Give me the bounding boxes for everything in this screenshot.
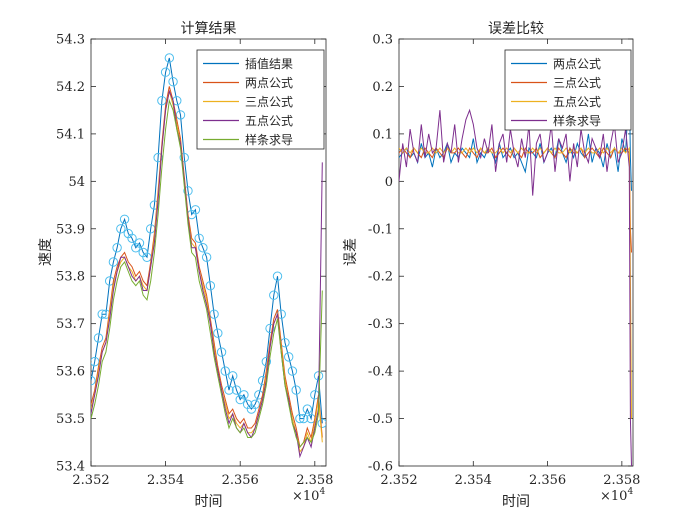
left-axes: 计算结果 时间 速度 ×104 2.352 2.354 2.356 2.358 53.4… (38, 21, 333, 510)
data-point-marker (298, 413, 309, 424)
y-tick-label: 53.6 (56, 365, 85, 380)
data-point-marker (228, 371, 238, 381)
data-point-marker (291, 385, 301, 395)
data-point-marker (108, 257, 119, 267)
right-chart-title: 误差比较 (488, 21, 544, 37)
left-series (91, 53, 326, 459)
x-tick-label: 2.352 (72, 473, 109, 488)
data-point-marker (213, 328, 223, 338)
y-tick-label: -0.1 (368, 222, 393, 237)
x-tick-label: 2.358 (603, 473, 640, 488)
legend-label: 样条求导 (553, 113, 601, 128)
y-tick-label: -0.4 (368, 365, 393, 380)
data-point-marker (179, 152, 189, 163)
legend-box (196, 49, 325, 150)
data-point-marker (160, 67, 171, 77)
data-point-marker (272, 271, 283, 281)
x-tick-label: 2.354 (455, 473, 492, 488)
y-tick-label: 53.4 (56, 460, 85, 475)
right-y-axis-label: 误差 (343, 238, 359, 266)
y-tick-label: -0.3 (368, 317, 393, 332)
data-point-marker (183, 186, 193, 196)
legend-label: 样条求导 (245, 132, 293, 147)
data-point-marker (239, 390, 249, 400)
right-x-axis-label: 时间 (502, 494, 530, 510)
data-point-marker (205, 281, 216, 291)
x-tick-label: 2.358 (296, 473, 333, 488)
series-line-2 (91, 86, 323, 449)
data-point-marker (201, 252, 212, 262)
x-tick-label: 2.356 (529, 473, 566, 488)
data-point-marker (116, 224, 126, 234)
legend-label: 五点公式 (553, 95, 601, 109)
data-point-marker (91, 375, 96, 386)
data-point-marker (283, 352, 294, 362)
y-tick-label: 0.3 (372, 33, 393, 48)
data-point-marker (261, 356, 272, 367)
y-tick-label: -0.6 (368, 460, 393, 475)
y-tick-label: 0 (385, 175, 393, 190)
right-axes: 误差比较 时间 误差 ×104 2.352 2.354 2.356 2.358 -0.6… (343, 21, 640, 510)
left-x-exponent: ×104 (292, 487, 325, 504)
y-tick-label: 54.2 (56, 80, 85, 95)
legend-label: 两点公式 (553, 57, 601, 71)
data-point-marker (302, 404, 313, 414)
legend-label: 两点公式 (245, 76, 293, 90)
left-x-axis-label: 时间 (195, 494, 223, 510)
legend-label: 五点公式 (245, 114, 293, 128)
left-chart-title: 计算结果 (181, 21, 237, 37)
y-tick-label: 53.8 (56, 270, 85, 285)
legend-label: 三点公式 (553, 76, 601, 90)
data-point-marker (93, 333, 104, 343)
y-tick-label: 53.9 (56, 222, 85, 237)
y-tick-label: -0.2 (368, 270, 393, 285)
data-point-marker (119, 214, 130, 224)
data-point-marker (317, 418, 326, 428)
series-line-3 (91, 91, 323, 453)
y-tick-label: 53.7 (56, 317, 85, 332)
series-line-5 (91, 98, 323, 448)
y-tick-label: 53.5 (56, 412, 85, 427)
data-point-marker (198, 243, 208, 253)
data-point-marker (295, 413, 305, 424)
data-point-marker (127, 233, 137, 243)
data-point-marker (269, 290, 279, 300)
data-point-marker (168, 77, 178, 87)
data-point-marker (250, 399, 260, 410)
y-tick-label: 54.3 (56, 33, 85, 48)
series-line-4 (399, 108, 632, 466)
y-tick-label: 0.2 (372, 80, 393, 95)
x-tick-label: 2.352 (380, 473, 417, 488)
y-tick-label: 54.1 (56, 127, 85, 142)
data-point-marker (216, 347, 227, 357)
data-point-marker (134, 238, 145, 248)
data-point-marker (265, 323, 275, 334)
data-point-marker (220, 366, 230, 376)
right-x-exponent: ×104 (600, 487, 633, 504)
right-ticks: 2.352 2.354 2.356 2.358 -0.6 -0.5 -0.4 -0.3 -0.2… (368, 33, 641, 489)
right-series (399, 81, 632, 466)
legend-label: 三点公式 (245, 95, 293, 109)
data-point-marker (112, 243, 122, 253)
data-point-marker (164, 53, 175, 63)
y-tick-label: -0.5 (368, 412, 393, 427)
legend-label: 插值结果 (245, 56, 293, 71)
y-tick-label: 0.1 (372, 127, 393, 142)
y-tick-label: 54 (68, 175, 85, 190)
left-ticks: 2.352 2.354 2.356 2.358 53.4 53.5 53.6 53.7 53.8… (56, 33, 333, 489)
x-tick-label: 2.354 (147, 473, 184, 488)
data-point-marker (224, 385, 234, 395)
data-point-marker (97, 309, 107, 319)
data-point-marker (287, 366, 298, 376)
data-point-marker (194, 233, 204, 243)
x-tick-label: 2.356 (222, 473, 259, 488)
left-y-axis-label: 速度 (38, 238, 54, 266)
data-point-marker (190, 205, 201, 215)
data-point-marker (231, 385, 242, 395)
